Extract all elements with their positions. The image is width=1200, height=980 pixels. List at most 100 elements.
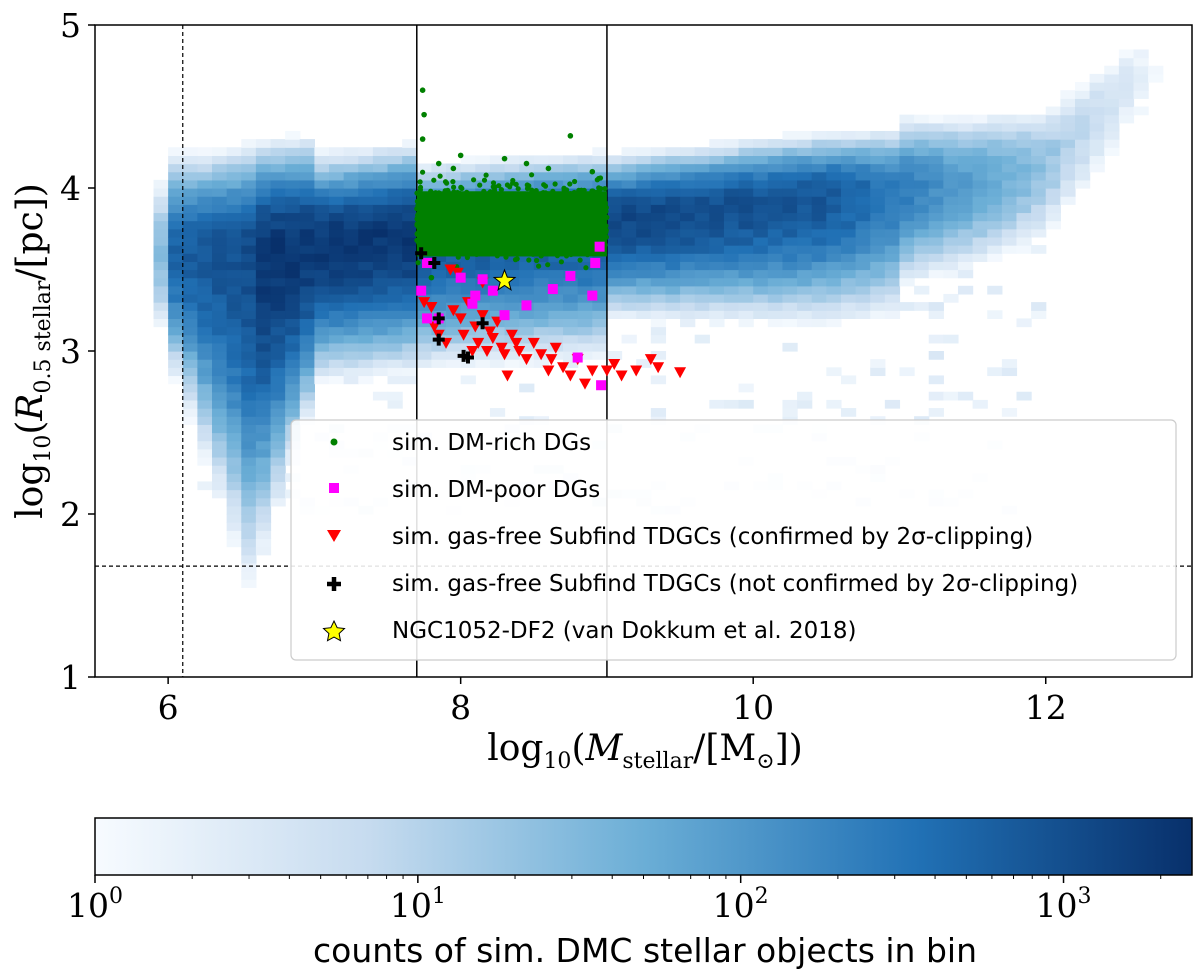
hist-bin [928, 245, 944, 254]
hist-bin [1045, 204, 1061, 214]
hist-bin [226, 351, 242, 360]
hist-bin [270, 139, 286, 148]
dm-rich-point [501, 155, 508, 162]
dm-rich-point [548, 201, 554, 207]
dm-rich-point [545, 226, 551, 232]
hist-bin [767, 285, 784, 295]
dm-rich-point [447, 212, 453, 218]
tdgc-confirmed-point [578, 378, 591, 390]
legend-entry-tdgc-confirmed: sim. gas-free Subfind TDGCs (confirmed b… [327, 524, 1033, 550]
hist-bin [1031, 310, 1047, 319]
dm-rich-point [515, 186, 521, 192]
hist-bin [826, 147, 842, 156]
hist-bin [606, 179, 623, 189]
hist-bin [475, 253, 491, 262]
hist-bin [621, 179, 637, 189]
hist-bin [855, 163, 871, 173]
hist-bin [197, 408, 213, 417]
dm-rich-point [597, 228, 603, 234]
hist-bin [870, 236, 886, 246]
hist-bin [694, 293, 710, 303]
dm-rich-point [526, 257, 532, 263]
hist-bin [563, 155, 579, 165]
hist-bin [738, 228, 754, 238]
hist-bin [884, 269, 901, 279]
dm-rich-point [515, 246, 521, 252]
hist-bin [285, 212, 301, 222]
hist-bin [255, 424, 272, 434]
hist-bin [358, 269, 374, 279]
hist-bin [811, 220, 827, 230]
tdgc-unconfirmed-point [432, 333, 445, 346]
hist-bin [255, 497, 272, 507]
dm-rich-point [577, 247, 583, 253]
hist-bin [563, 351, 579, 360]
hist-bin [606, 277, 623, 287]
hist-bin [694, 204, 710, 214]
hist-bin [1016, 204, 1032, 214]
hist-bin [168, 212, 184, 222]
hist-bin [928, 253, 944, 262]
dm-rich-point [581, 187, 587, 193]
hist-bin [563, 326, 579, 336]
tdgc-confirmed-point [542, 365, 555, 377]
hist-bin [1133, 73, 1149, 83]
hist-bin [840, 310, 857, 319]
hist-bin [1016, 130, 1032, 140]
dm-rich-point [429, 208, 435, 214]
hist-bin [899, 204, 915, 214]
hist-bin [884, 228, 901, 238]
hist-bin [475, 351, 491, 360]
dm-rich-point [553, 192, 559, 198]
hist-bin [299, 285, 315, 295]
hist-bin [636, 196, 652, 205]
hist-bin [153, 293, 169, 303]
hist-bin [709, 293, 725, 303]
hist-bin [548, 163, 564, 173]
cbar-tick-label: 101 [390, 884, 446, 925]
hist-bin [299, 253, 315, 262]
hist-bin [402, 277, 418, 287]
dm-rich-point [496, 207, 502, 213]
hist-bin [358, 253, 374, 262]
hist-bin [446, 253, 462, 262]
hist-bin [577, 171, 593, 181]
hist-bin [270, 310, 286, 319]
dm-rich-point [589, 188, 595, 194]
hist-bin [987, 220, 1003, 230]
hist-bin [577, 310, 593, 319]
hist-bin [255, 163, 272, 173]
hist-bin [928, 261, 944, 271]
hist-bin [987, 367, 1003, 377]
hist-bin [168, 285, 184, 295]
hist-bin [694, 179, 710, 189]
hist-bin [329, 253, 345, 262]
hist-bin [182, 375, 198, 385]
hist-bin [797, 228, 813, 238]
hist-bin [840, 245, 857, 254]
dm-rich-point [471, 215, 477, 221]
hist-bin [255, 147, 272, 156]
hist-bin [884, 245, 901, 254]
hist-bin [577, 334, 593, 344]
hist-bin [402, 228, 418, 238]
hist-bin [168, 228, 184, 238]
hist-bin [197, 326, 213, 336]
hist-bin [884, 399, 901, 409]
dm-rich-point [500, 242, 506, 248]
hist-bin [870, 163, 886, 173]
hist-bin [957, 114, 974, 124]
hist-bin [519, 163, 535, 173]
hist-bin [563, 302, 579, 311]
hist-bin [767, 236, 784, 246]
hist-bin [329, 310, 345, 319]
hist-bin [899, 261, 915, 271]
hist-bin [870, 188, 886, 197]
hist-bin [519, 318, 535, 328]
hist-bin [255, 253, 272, 262]
hist-bin [197, 147, 213, 156]
hist-bin [226, 334, 242, 344]
hist-bin [255, 505, 272, 515]
dm-rich-point [471, 226, 478, 232]
dm-rich-point [451, 189, 457, 195]
